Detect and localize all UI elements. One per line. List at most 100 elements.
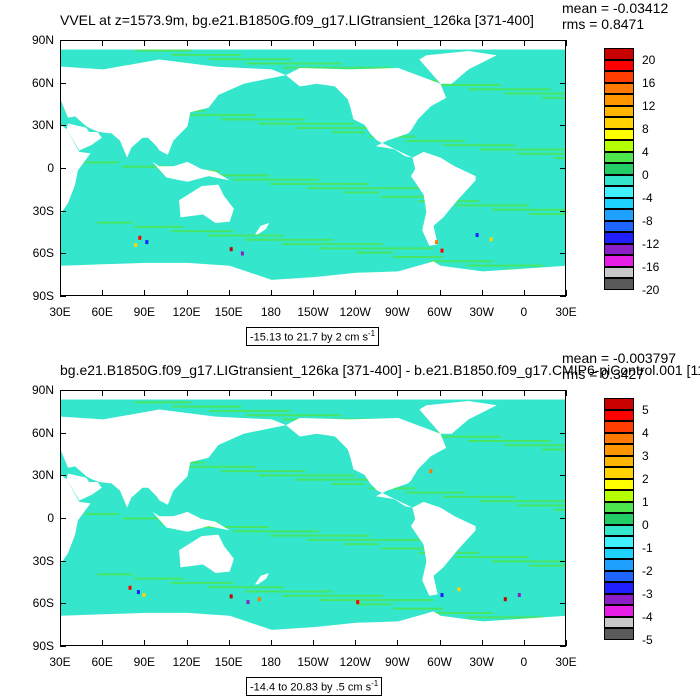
extreme-value-cell bbox=[489, 237, 493, 242]
lon-tick bbox=[355, 290, 357, 296]
land-mass bbox=[255, 223, 269, 235]
lon-tick bbox=[60, 290, 61, 296]
lon-tick-label: 0 bbox=[520, 305, 528, 319]
lon-tick-label: 90W bbox=[384, 655, 410, 669]
colorbar-swatch bbox=[604, 455, 634, 467]
lat-tick bbox=[60, 475, 66, 477]
lon-tick bbox=[439, 640, 441, 646]
lon-tick bbox=[397, 40, 399, 46]
lat-tick bbox=[560, 475, 566, 477]
lon-tick bbox=[523, 390, 525, 396]
lat-tick bbox=[560, 646, 566, 647]
land-mass bbox=[61, 611, 565, 645]
lon-tick bbox=[313, 40, 314, 46]
lon-tick-label: 120E bbox=[172, 305, 201, 319]
lon-tick-label: 30E bbox=[49, 305, 71, 319]
colorbar-swatch bbox=[604, 48, 634, 60]
colorbar-swatch bbox=[604, 605, 634, 617]
colorbar-label: 8 bbox=[642, 121, 649, 136]
colorbar-swatch bbox=[604, 409, 634, 421]
colorbar-label: -1 bbox=[642, 540, 653, 555]
lon-tick bbox=[313, 390, 314, 396]
extreme-value-cell bbox=[134, 243, 138, 247]
land-mass bbox=[285, 68, 447, 158]
colorbar-swatch bbox=[604, 490, 634, 502]
rms-value: rms = 0.3427 bbox=[562, 366, 645, 382]
lon-tick-label: 180 bbox=[260, 655, 281, 669]
lon-tick bbox=[481, 290, 483, 296]
colorbar-swatch bbox=[604, 398, 634, 410]
colorbar-label: 3 bbox=[642, 448, 649, 463]
land-mass bbox=[411, 151, 476, 246]
lat-tick bbox=[60, 560, 66, 562]
colorbar-swatch bbox=[604, 163, 634, 175]
colorbar-swatch bbox=[604, 232, 634, 244]
ocean-map bbox=[61, 391, 565, 645]
lon-tick bbox=[228, 390, 230, 396]
lat-tick-label: 60N bbox=[31, 75, 54, 90]
lon-tick bbox=[439, 390, 441, 396]
lat-tick-label: 0 bbox=[47, 161, 54, 175]
lon-tick bbox=[228, 640, 230, 646]
lon-tick-label: 30E bbox=[555, 655, 577, 669]
lon-tick bbox=[439, 290, 441, 296]
land-mass bbox=[61, 409, 286, 508]
extreme-value-cell bbox=[145, 240, 149, 245]
lat-tick bbox=[60, 390, 66, 391]
land-mass bbox=[61, 474, 91, 568]
extreme-value-cell bbox=[517, 593, 521, 597]
extreme-value-cell bbox=[136, 590, 140, 595]
extreme-value-cell bbox=[229, 247, 233, 252]
colorbar-swatch bbox=[604, 432, 634, 444]
lon-tick-label: 30W bbox=[469, 305, 494, 319]
lat-tick bbox=[60, 646, 66, 647]
lat-tick bbox=[560, 82, 566, 84]
extreme-value-cell bbox=[257, 597, 261, 602]
colorbar-swatch bbox=[604, 616, 634, 628]
range-label: -15.13 to 21.7 by 2 cm s-1 bbox=[246, 327, 380, 346]
land-mass bbox=[152, 161, 230, 182]
colorbar-swatch bbox=[604, 524, 634, 536]
colorbar-swatch bbox=[604, 421, 634, 433]
land-mass bbox=[411, 501, 476, 596]
lat-tick-label: 60N bbox=[31, 425, 54, 440]
lon-tick-label: 60E bbox=[91, 305, 113, 319]
lon-tick bbox=[481, 40, 483, 46]
colorbar-swatch bbox=[604, 478, 634, 490]
lon-tick bbox=[186, 40, 188, 46]
lat-tick bbox=[60, 40, 66, 41]
colorbar-label: -2 bbox=[642, 563, 653, 578]
land-mass bbox=[61, 124, 91, 218]
colorbar-label: 12 bbox=[642, 98, 656, 113]
lat-tick bbox=[560, 210, 566, 212]
colorbar-swatch bbox=[604, 174, 634, 186]
land-mass bbox=[61, 261, 565, 295]
rms-value: rms = 0.8471 bbox=[562, 16, 645, 32]
lon-tick bbox=[186, 290, 188, 296]
lon-tick bbox=[355, 40, 357, 46]
land-mass bbox=[179, 184, 234, 223]
lon-tick bbox=[566, 640, 567, 646]
lat-tick-label: 90S bbox=[32, 639, 54, 653]
lon-tick bbox=[566, 40, 567, 46]
colorbar-label: -3 bbox=[642, 586, 653, 601]
lon-tick-label: 90E bbox=[133, 305, 155, 319]
land-mass bbox=[255, 573, 269, 585]
land-mass bbox=[66, 473, 102, 501]
lon-tick bbox=[102, 640, 104, 646]
panel-title: VVEL at z=1573.9m, bg.e21.B1850G.f09_g17… bbox=[60, 12, 534, 28]
extreme-value-cell bbox=[246, 600, 250, 605]
lon-tick bbox=[397, 290, 399, 296]
colorbar-label: -5 bbox=[642, 632, 653, 647]
lat-tick bbox=[560, 518, 566, 519]
lon-tick-label: 60W bbox=[427, 305, 452, 319]
extreme-value-cell bbox=[138, 235, 142, 240]
colorbar-swatch bbox=[604, 186, 634, 198]
lon-tick bbox=[144, 640, 146, 646]
land-mass bbox=[66, 123, 102, 151]
mean-value: mean = -0.03412 bbox=[562, 0, 669, 16]
lon-tick bbox=[60, 40, 61, 46]
lat-tick bbox=[560, 125, 566, 127]
lon-tick-label: 150E bbox=[214, 655, 243, 669]
colorbar-swatch bbox=[604, 570, 634, 582]
